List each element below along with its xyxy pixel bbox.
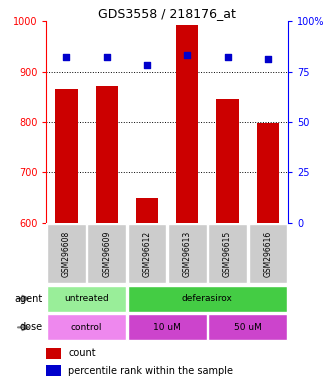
Bar — [128, 314, 207, 340]
Bar — [249, 224, 287, 283]
Bar — [55, 89, 77, 223]
Text: count: count — [68, 348, 96, 358]
Text: dose: dose — [20, 322, 43, 333]
Text: GSM296609: GSM296609 — [102, 230, 111, 276]
Text: GSM296608: GSM296608 — [62, 230, 71, 276]
Point — [265, 56, 270, 63]
Bar — [128, 286, 287, 311]
Point — [185, 52, 190, 58]
Text: untreated: untreated — [64, 294, 109, 303]
Bar — [176, 25, 198, 223]
Point — [225, 55, 230, 61]
Bar — [257, 123, 279, 223]
Text: deferasirox: deferasirox — [182, 294, 233, 303]
Bar — [168, 224, 207, 283]
Text: 10 uM: 10 uM — [153, 323, 181, 332]
Bar — [208, 224, 247, 283]
Bar — [208, 314, 287, 340]
Bar — [47, 286, 126, 311]
Bar — [47, 224, 86, 283]
Text: percentile rank within the sample: percentile rank within the sample — [68, 366, 233, 376]
Text: GSM296613: GSM296613 — [183, 230, 192, 276]
Point — [64, 55, 69, 61]
Bar — [47, 314, 126, 340]
Point — [104, 55, 109, 61]
Text: GSM296612: GSM296612 — [143, 230, 152, 276]
Text: agent: agent — [15, 293, 43, 304]
Point — [144, 62, 150, 68]
Bar — [46, 348, 61, 359]
Bar — [136, 197, 158, 223]
Bar — [46, 365, 61, 376]
Text: control: control — [71, 323, 102, 332]
Text: 50 uM: 50 uM — [234, 323, 261, 332]
Bar — [96, 86, 118, 223]
Text: GSM296615: GSM296615 — [223, 230, 232, 276]
Bar — [128, 224, 166, 283]
Bar — [216, 99, 239, 223]
Title: GDS3558 / 218176_at: GDS3558 / 218176_at — [98, 7, 236, 20]
Bar — [87, 224, 126, 283]
Text: GSM296616: GSM296616 — [263, 230, 272, 276]
